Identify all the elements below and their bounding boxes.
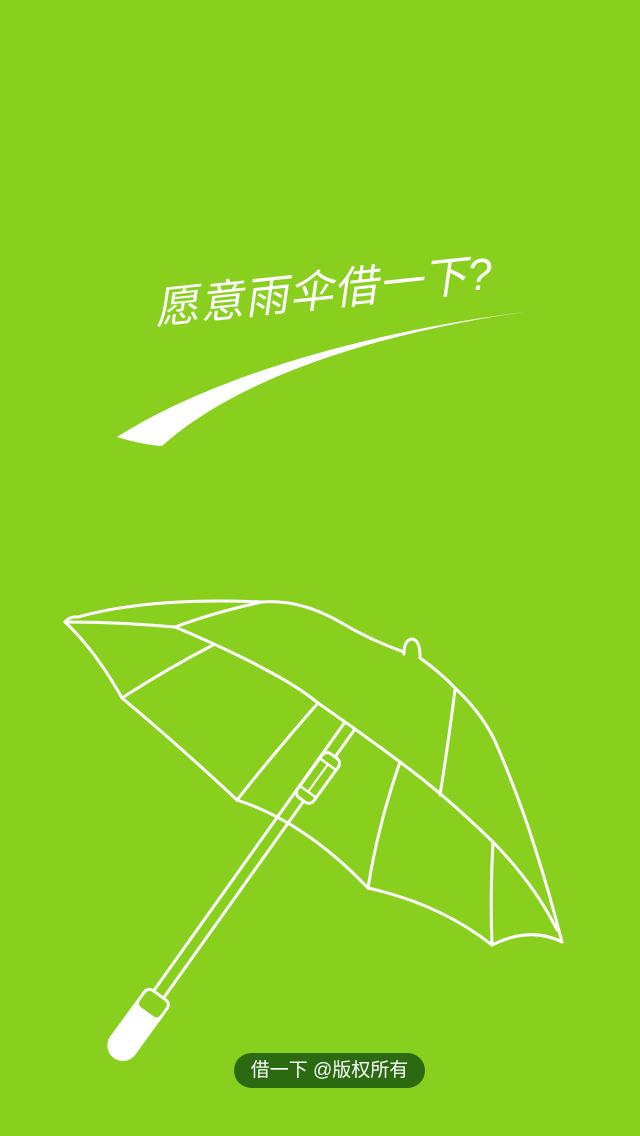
swoosh-shape xyxy=(117,312,524,446)
swoosh-icon xyxy=(117,312,524,446)
umbrella-handle xyxy=(107,987,170,1061)
umbrella-canopy xyxy=(63,599,564,947)
umbrella-icon xyxy=(63,599,564,1061)
copyright-badge: 借一下 @版权所有 xyxy=(234,1053,425,1088)
umbrella-ferrule xyxy=(402,637,422,658)
umbrella-runner xyxy=(294,751,342,805)
